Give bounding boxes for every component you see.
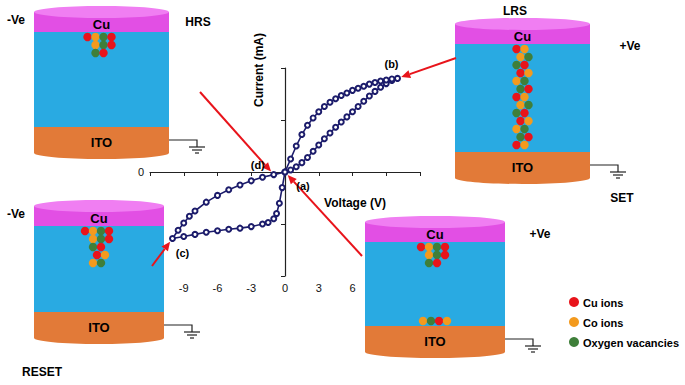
svg-text:Co ions: Co ions (583, 317, 623, 329)
svg-text:+Ve: +Ve (619, 39, 640, 53)
svg-text:(c): (c) (176, 247, 190, 259)
svg-text:LRS: LRS (503, 4, 527, 18)
svg-text:Voltage (V): Voltage (V) (324, 196, 386, 210)
svg-text:Oxygen vacancies: Oxygen vacancies (583, 337, 679, 349)
svg-text:3: 3 (316, 282, 322, 294)
svg-text:Cu ions: Cu ions (583, 297, 623, 309)
svg-text:ITO: ITO (88, 320, 109, 335)
svg-text:ITO: ITO (91, 135, 112, 150)
svg-text:Cu: Cu (93, 17, 110, 32)
svg-text:Cu: Cu (90, 211, 107, 226)
svg-text:-Ve: -Ve (7, 207, 25, 221)
svg-text:(a): (a) (296, 180, 310, 192)
svg-text:(d): (d) (251, 159, 265, 171)
svg-text:-Ve: -Ve (7, 13, 25, 27)
svg-text:SET: SET (610, 191, 634, 205)
svg-text:Current (mA): Current (mA) (252, 33, 266, 107)
svg-text:-9: -9 (179, 282, 189, 294)
svg-text:ITO: ITO (512, 160, 533, 175)
svg-text:HRS: HRS (185, 15, 210, 29)
svg-text:(b): (b) (384, 58, 398, 70)
svg-text:0: 0 (138, 166, 144, 178)
svg-text:RESET: RESET (22, 365, 63, 379)
svg-text:ITO: ITO (424, 334, 445, 349)
svg-text:0: 0 (282, 282, 288, 294)
svg-text:-6: -6 (213, 282, 223, 294)
svg-text:Cu: Cu (426, 227, 443, 242)
svg-text:-3: -3 (246, 282, 256, 294)
svg-text:+Ve: +Ve (529, 227, 550, 241)
svg-text:Cu: Cu (514, 29, 531, 44)
svg-text:6: 6 (349, 282, 355, 294)
